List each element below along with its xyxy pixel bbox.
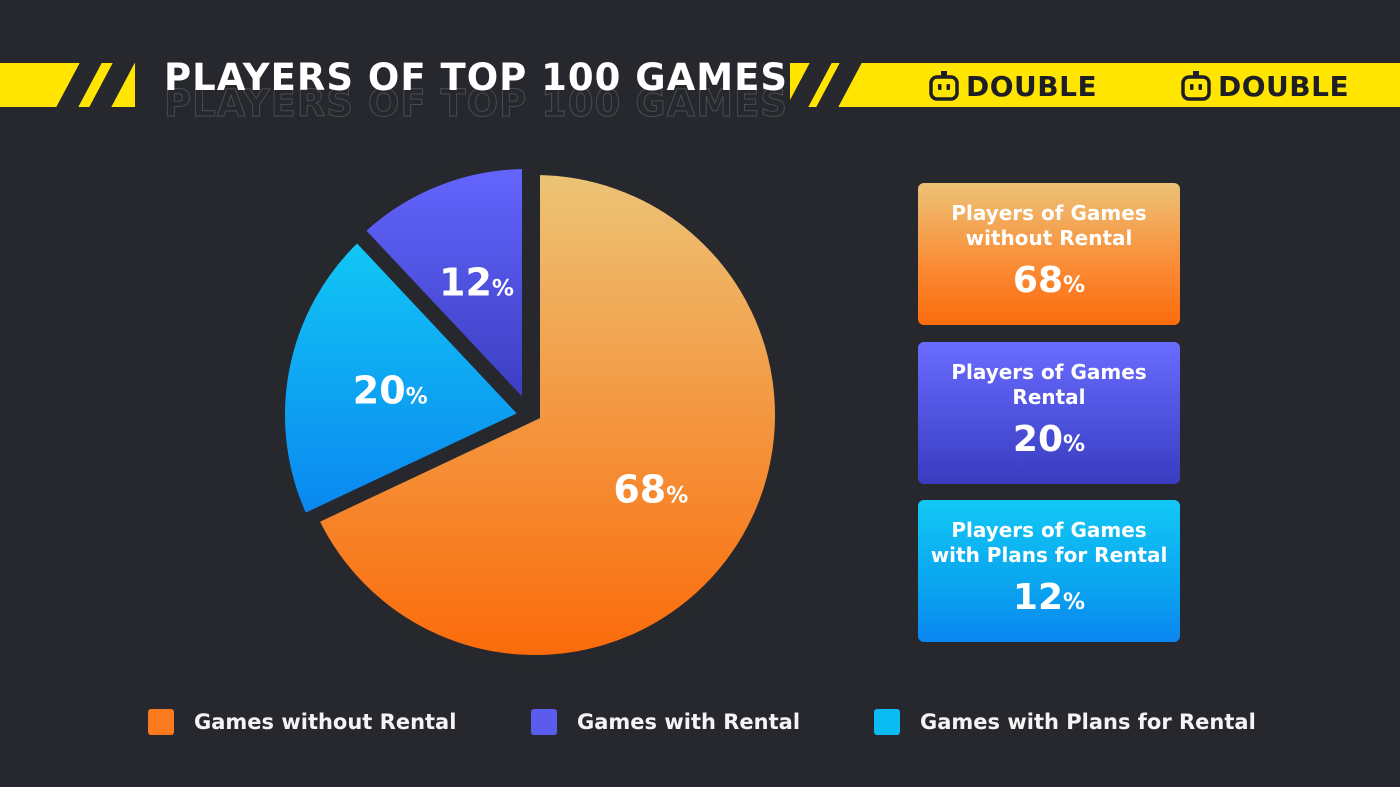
- legend-item: Games with Rental: [531, 706, 800, 738]
- legend-item: Games with Plans for Rental: [874, 706, 1256, 738]
- pie-slice: [306, 165, 785, 665]
- legend-label: Games with Rental: [577, 710, 801, 734]
- pie-slice: [275, 229, 534, 526]
- card-plans-for-rental: Players of Games with Plans for Rental 1…: [918, 500, 1180, 642]
- pie-slice-label: 68%: [613, 468, 688, 512]
- card-value: 20%: [1013, 418, 1085, 467]
- robot-icon: [1181, 71, 1211, 101]
- card-rental: Players of Games Rental 20%: [918, 342, 1180, 484]
- page-title: PLAYERS OF TOP 100 GAMES: [164, 56, 789, 99]
- card-value: 12%: [1013, 576, 1085, 625]
- card-label: Players of Games Rental: [951, 360, 1146, 410]
- legend-label: Games with Plans for Rental: [920, 710, 1256, 734]
- legend-swatch: [531, 709, 557, 735]
- card-unit: %: [1063, 431, 1086, 457]
- card-label-line: with Plans for Rental: [930, 542, 1168, 567]
- pie-slices: [275, 165, 785, 665]
- brand-name: DOUBLE: [1218, 69, 1350, 103]
- pie-slice: [352, 165, 532, 422]
- legend-swatch: [148, 709, 174, 735]
- brand-logo: DOUBLE: [1180, 66, 1349, 106]
- card-number: 12: [1012, 576, 1064, 618]
- card-label-line: Players of Games: [951, 200, 1147, 225]
- card-label-line: Players of Games: [951, 359, 1147, 384]
- pie-chart: 68% 20% 12%: [275, 165, 785, 665]
- title-block: PLAYERS OF TOP 100 GAMES PLAYERS OF TOP …: [164, 52, 788, 125]
- card-label: Players of Games with Plans for Rental: [931, 518, 1168, 568]
- title-echo: PLAYERS OF TOP 100 GAMES: [164, 82, 789, 125]
- brand-name: DOUBLE: [966, 69, 1098, 103]
- chart-legend: Games without Rental Games with Rental G…: [0, 706, 1400, 740]
- legend-item: Games without Rental: [148, 706, 456, 738]
- card-number: 20: [1012, 418, 1064, 460]
- card-label-line: Players of Games: [951, 517, 1147, 542]
- legend-swatch: [874, 709, 900, 735]
- pie-slice-label: 12%: [439, 260, 514, 304]
- brand-logo: DOUBLE: [928, 66, 1097, 106]
- card-label-line: Rental: [1012, 384, 1086, 409]
- card-label: Players of Games without Rental: [951, 201, 1146, 251]
- card-number: 68: [1012, 259, 1064, 301]
- card-without-rental: Players of Games without Rental 68%: [918, 183, 1180, 325]
- robot-icon: [929, 71, 959, 101]
- pie-slice-label: 20%: [353, 368, 428, 412]
- card-value: 68%: [1013, 259, 1085, 308]
- card-label-line: without Rental: [965, 225, 1133, 250]
- legend-label: Games without Rental: [194, 710, 457, 734]
- card-unit: %: [1063, 272, 1086, 298]
- card-unit: %: [1063, 589, 1086, 615]
- header-stripe-right: [790, 63, 1400, 107]
- pie-labels: 68% 20% 12%: [353, 260, 689, 511]
